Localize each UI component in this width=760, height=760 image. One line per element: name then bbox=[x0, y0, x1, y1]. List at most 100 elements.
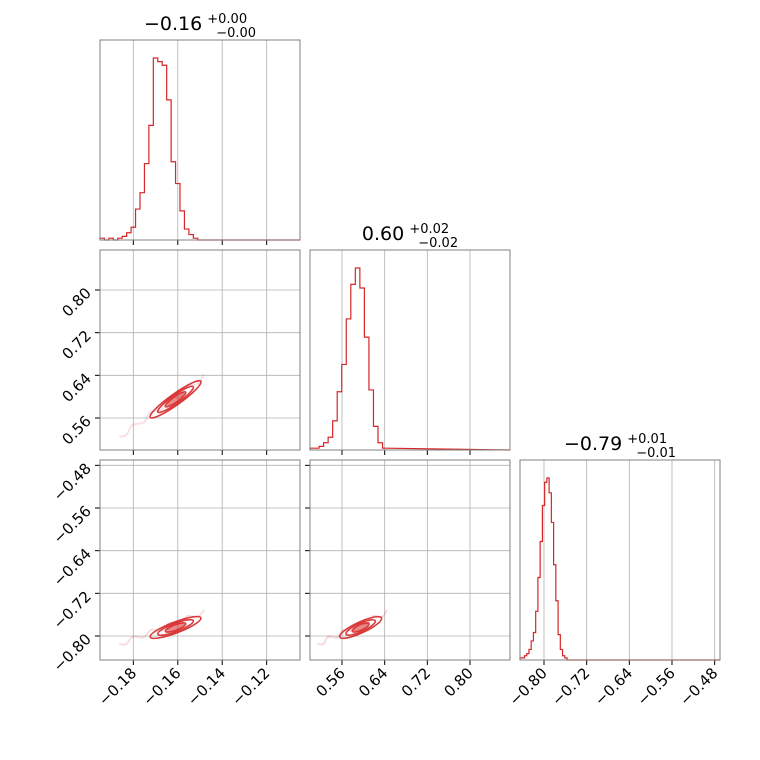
sample-point bbox=[144, 635, 147, 638]
sample-point bbox=[190, 383, 194, 386]
sample-point bbox=[123, 434, 126, 437]
y-tick-label: −0.72 bbox=[50, 587, 95, 632]
sample-point bbox=[135, 422, 138, 425]
sample-point bbox=[384, 611, 387, 614]
sample-point bbox=[141, 636, 144, 639]
sample-point bbox=[199, 612, 203, 616]
title-param-1: −0.16 +0.00 −0.00 bbox=[144, 8, 256, 41]
panel-p1-p2-core bbox=[166, 392, 185, 407]
sample-point bbox=[139, 422, 142, 425]
x-tick-label: −0.64 bbox=[591, 664, 636, 709]
sample-point bbox=[132, 423, 135, 426]
sample-point bbox=[145, 632, 149, 636]
sample-point bbox=[147, 413, 150, 416]
hist-param-3: −0.80−0.72−0.64−0.56−0.48 bbox=[506, 459, 721, 709]
y-tick-label: 0.56 bbox=[58, 412, 94, 448]
sample-point bbox=[126, 641, 129, 644]
sample-point bbox=[142, 421, 145, 424]
sample-point bbox=[149, 628, 153, 631]
title-param-2-minus: −0.02 bbox=[418, 236, 458, 251]
sample-point bbox=[127, 429, 130, 432]
sample-point bbox=[198, 381, 201, 384]
x-tick-label: 0.72 bbox=[398, 664, 434, 700]
sample-point bbox=[198, 614, 202, 617]
panel-p1-p3: −0.18 −0.16 −0.14 −0.12 −0.80−0.72−0.64−0.56… bbox=[50, 459, 301, 709]
title-param-1-plus: +0.00 bbox=[207, 12, 247, 27]
panel-p2-p3: 0.56 0.64 0.72 0.80 bbox=[305, 459, 511, 700]
sample-point bbox=[126, 432, 129, 435]
panel-frame bbox=[309, 249, 511, 451]
sample-point bbox=[332, 636, 335, 639]
sample-point bbox=[200, 611, 204, 614]
sample-point bbox=[118, 435, 122, 438]
sample-point bbox=[148, 412, 151, 415]
y-tick-label: −0.80 bbox=[50, 630, 95, 675]
sample-point bbox=[195, 383, 199, 386]
sample-point bbox=[134, 635, 137, 638]
sample-point bbox=[128, 428, 131, 431]
sample-point bbox=[160, 408, 163, 411]
title-param-3-value: −0.79 bbox=[564, 433, 622, 455]
x-tick-label: −0.16 bbox=[139, 664, 184, 709]
title-param-2-value: 0.60 bbox=[362, 223, 404, 245]
sample-point bbox=[131, 424, 134, 427]
sample-point bbox=[159, 409, 162, 412]
title-param-3-minus: −0.01 bbox=[636, 446, 676, 461]
sample-point bbox=[385, 609, 388, 612]
hist-param-2-line bbox=[309, 267, 511, 451]
sample-point bbox=[323, 641, 326, 644]
sample-point bbox=[121, 643, 125, 646]
sample-point bbox=[324, 640, 327, 643]
y-tick-label: 0.80 bbox=[58, 284, 94, 320]
sample-point bbox=[319, 643, 322, 646]
sample-point bbox=[194, 383, 197, 386]
panel-p1-p2: 0.56 0.64 0.72 0.80 bbox=[58, 249, 301, 455]
sample-point bbox=[324, 638, 327, 641]
sample-point bbox=[125, 433, 128, 437]
sample-point bbox=[133, 422, 137, 426]
sample-point bbox=[137, 636, 140, 639]
hist-param-2 bbox=[309, 249, 511, 455]
sample-point bbox=[143, 420, 146, 423]
corner-panels: 0.560.640.720.80 −0.18 −0.16 −0.14 −0.12 −0.8… bbox=[50, 39, 721, 709]
sample-point bbox=[328, 635, 331, 638]
y-tick-label: −0.56 bbox=[50, 502, 95, 547]
sample-point bbox=[188, 614, 191, 617]
x-tick-label: −0.18 bbox=[95, 664, 140, 709]
x-tick-label: −0.80 bbox=[506, 664, 551, 709]
sample-point bbox=[329, 635, 332, 638]
title-param-3-plus: +0.01 bbox=[627, 432, 667, 447]
x-tick-label: −0.12 bbox=[228, 664, 273, 709]
panel-p2-p3-contour-2 bbox=[345, 618, 377, 636]
sample-point bbox=[322, 642, 325, 645]
sample-point bbox=[146, 631, 150, 634]
title-param-3: −0.79 +0.01 −0.01 bbox=[564, 428, 676, 461]
sample-point bbox=[132, 635, 136, 638]
sample-point bbox=[384, 610, 387, 613]
sample-point bbox=[151, 628, 154, 631]
y-tick-label: −0.64 bbox=[50, 545, 95, 590]
sample-point bbox=[130, 636, 133, 639]
sample-point bbox=[129, 637, 132, 640]
sample-point bbox=[382, 615, 385, 618]
x-tick-label: −0.56 bbox=[634, 664, 679, 709]
x-tick-label: −0.14 bbox=[184, 664, 229, 709]
sample-point bbox=[321, 643, 325, 646]
sample-point bbox=[140, 636, 143, 639]
panel-p2-p3-contour-3 bbox=[338, 615, 383, 640]
y-tick-label: 0.72 bbox=[58, 327, 94, 363]
sample-point bbox=[316, 642, 320, 646]
sample-point bbox=[192, 383, 195, 386]
sample-point bbox=[202, 373, 205, 377]
sample-point bbox=[144, 419, 147, 422]
x-tick-label: −0.72 bbox=[548, 664, 593, 709]
sample-point bbox=[200, 376, 203, 380]
sample-point bbox=[162, 406, 165, 409]
sample-point bbox=[325, 637, 328, 640]
sample-point bbox=[130, 425, 133, 428]
sample-point bbox=[140, 422, 143, 425]
panel-frame bbox=[99, 249, 301, 451]
sample-point bbox=[124, 643, 127, 646]
sample-point bbox=[320, 643, 323, 646]
